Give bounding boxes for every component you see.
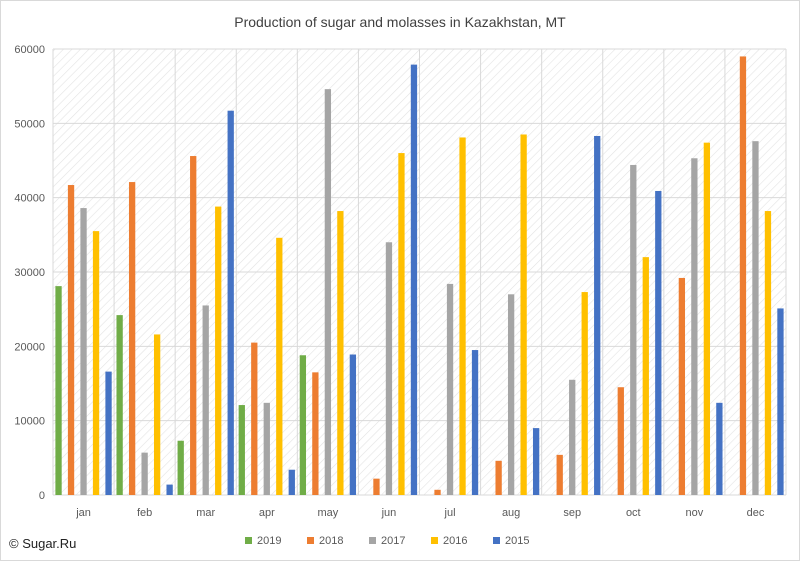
bar-2019-mar bbox=[177, 440, 184, 495]
bar-2015-nov bbox=[716, 402, 723, 495]
y-tick-label: 60000 bbox=[14, 44, 45, 56]
bar-2017-jun bbox=[385, 242, 393, 495]
y-axis-tick-labels: 0 10000 20000 30000 40000 50000 60000 bbox=[14, 44, 45, 502]
bar-2016-may bbox=[337, 211, 344, 495]
bar-2018-may bbox=[312, 372, 319, 495]
legend-swatch bbox=[431, 537, 438, 544]
bar-2017-mar bbox=[202, 305, 209, 495]
legend-swatch bbox=[369, 537, 376, 544]
legend: 2019 2018 2017 2016 2015 bbox=[245, 535, 529, 547]
bar-2017-apr bbox=[263, 402, 270, 495]
legend-swatch bbox=[493, 537, 500, 544]
bar-2016-dec bbox=[764, 211, 772, 495]
bar-2015-mar bbox=[227, 110, 234, 496]
y-tick-label: 0 bbox=[39, 490, 45, 502]
legend-label: 2016 bbox=[443, 535, 467, 547]
x-tick-label: jun bbox=[381, 507, 397, 519]
bar-2016-aug bbox=[520, 134, 527, 495]
bar-2019-feb bbox=[116, 315, 123, 495]
bar-2017-jul bbox=[446, 283, 454, 495]
bar-2015-oct bbox=[655, 190, 662, 495]
gridlines bbox=[52, 48, 787, 496]
bar-2015-dec bbox=[777, 308, 784, 495]
x-tick-label: apr bbox=[259, 507, 275, 519]
y-tick-label: 50000 bbox=[14, 118, 45, 130]
legend-label: 2019 bbox=[257, 535, 281, 547]
legend-label: 2017 bbox=[381, 535, 405, 547]
bar-2017-dec bbox=[752, 141, 759, 495]
bar-2015-jul bbox=[471, 350, 479, 495]
x-tick-label: mar bbox=[196, 507, 215, 519]
bars bbox=[55, 56, 784, 496]
bar-2016-jun bbox=[398, 153, 405, 496]
bar-2019-may bbox=[299, 355, 307, 495]
bar-2015-feb bbox=[166, 484, 173, 495]
x-tick-label: nov bbox=[686, 507, 704, 519]
legend-label: 2018 bbox=[319, 535, 343, 547]
bar-2015-sep bbox=[594, 135, 601, 495]
bar-2017-nov bbox=[691, 158, 698, 495]
bar-2016-oct bbox=[642, 257, 649, 495]
bar-2017-may bbox=[324, 89, 332, 495]
legend-label: 2015 bbox=[505, 535, 529, 547]
chart-title: Production of sugar and molasses in Kaza… bbox=[234, 14, 566, 30]
bar-2018-feb bbox=[128, 182, 136, 495]
bar-2015-jan bbox=[105, 371, 112, 495]
x-tick-label: jul bbox=[444, 507, 456, 519]
bar-2019-jan bbox=[55, 286, 62, 495]
bar-2016-nov bbox=[703, 142, 711, 495]
bar-2018-jul bbox=[434, 489, 441, 495]
y-tick-label: 30000 bbox=[14, 267, 45, 279]
y-tick-label: 40000 bbox=[14, 193, 45, 205]
bar-2018-jun bbox=[373, 478, 380, 495]
bar-2018-sep bbox=[556, 454, 563, 495]
bar-2016-jan bbox=[92, 231, 100, 495]
legend-swatch bbox=[307, 537, 314, 544]
bar-2017-sep bbox=[569, 379, 576, 495]
x-axis-tick-labels: jan feb mar apr may jun jul aug sep oct nov dec bbox=[75, 507, 765, 519]
x-tick-label: feb bbox=[137, 507, 152, 519]
bar-2018-nov bbox=[678, 277, 686, 495]
x-tick-label: oct bbox=[626, 507, 641, 519]
credit-text: © Sugar.Ru bbox=[9, 536, 77, 551]
bar-2018-mar bbox=[190, 156, 197, 496]
bar-2018-oct bbox=[617, 387, 624, 495]
bar-2015-may bbox=[349, 354, 357, 495]
bar-2015-jun bbox=[410, 64, 418, 496]
x-tick-label: jan bbox=[75, 507, 91, 519]
bar-2015-aug bbox=[532, 428, 540, 495]
x-tick-label: aug bbox=[502, 507, 520, 519]
bar-2019-apr bbox=[238, 405, 245, 495]
bar-2017-oct bbox=[630, 164, 637, 495]
bar-2017-feb bbox=[141, 452, 148, 495]
bar-2016-feb bbox=[153, 334, 161, 495]
legend-swatch bbox=[245, 537, 252, 544]
x-tick-label: sep bbox=[563, 507, 581, 519]
bar-2016-mar bbox=[215, 206, 222, 495]
bar-2016-sep bbox=[581, 292, 588, 495]
y-tick-label: 10000 bbox=[14, 416, 45, 428]
bar-2018-dec bbox=[739, 56, 747, 495]
bar-2017-aug bbox=[507, 294, 515, 495]
x-tick-label: may bbox=[317, 507, 338, 519]
bar-2016-apr bbox=[276, 237, 283, 495]
bar-2016-jul bbox=[459, 137, 466, 495]
bar-2018-aug bbox=[495, 460, 502, 495]
x-tick-label: dec bbox=[747, 507, 765, 519]
bar-2015-apr bbox=[288, 469, 295, 495]
y-tick-label: 20000 bbox=[14, 341, 45, 353]
bar-2018-apr bbox=[251, 342, 258, 495]
bar-2018-jan bbox=[67, 185, 75, 495]
bar-2017-jan bbox=[80, 208, 87, 495]
